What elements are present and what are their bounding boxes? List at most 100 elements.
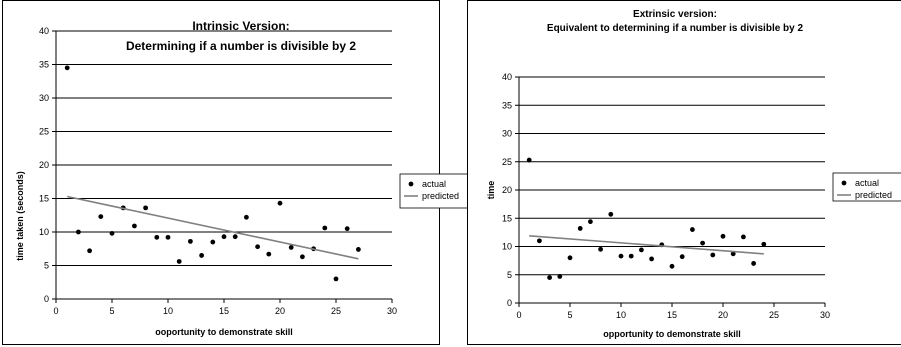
data-point	[730, 251, 736, 257]
x-tick-label: 0	[53, 306, 58, 316]
x-tick-label: 5	[567, 310, 572, 320]
data-point	[322, 225, 328, 231]
x-tick-label: 0	[516, 310, 521, 320]
legend-label: actual	[422, 179, 446, 189]
legend-point-marker	[408, 181, 414, 187]
data-point	[669, 263, 675, 269]
data-point	[199, 253, 205, 258]
legend	[399, 173, 471, 209]
data-point	[109, 230, 115, 236]
data-point	[628, 253, 634, 259]
y-axis-title: time	[486, 181, 496, 200]
x-tick-label: 15	[219, 306, 229, 316]
data-point	[639, 247, 644, 253]
data-point	[143, 205, 149, 211]
data-point	[567, 255, 573, 261]
y-tick-label: 30	[502, 129, 512, 139]
chart-title: Determining if a number is divisible by …	[126, 39, 356, 53]
data-point	[244, 214, 249, 220]
y-tick-label: 20	[39, 160, 49, 170]
data-point	[720, 233, 726, 239]
y-tick-label: 5	[507, 270, 512, 280]
y-tick-label: 0	[507, 298, 512, 308]
data-point	[557, 274, 563, 279]
y-axis-title: time taken (seconds)	[15, 171, 25, 261]
data-point	[690, 227, 695, 232]
data-point	[154, 234, 160, 240]
data-point	[700, 240, 705, 246]
data-point	[526, 157, 532, 163]
data-point	[710, 252, 716, 258]
y-tick-label: 10	[39, 227, 49, 237]
data-point	[679, 254, 685, 260]
x-tick-label: 20	[275, 306, 285, 316]
data-point	[255, 244, 260, 250]
chart-extrinsic: Extrinsic version: Equivalent to determin…	[486, 9, 901, 339]
y-tick-label: 35	[502, 100, 512, 110]
data-point	[608, 211, 614, 217]
chart-intrinsic: Intrinsic Version: Determining if a numbe…	[15, 19, 471, 337]
x-tick-label: 30	[387, 306, 397, 316]
x-tick-label: 25	[769, 310, 779, 320]
predicted-line	[67, 195, 359, 260]
y-tick-label: 0	[44, 294, 49, 304]
data-point	[132, 223, 137, 229]
y-tick-label: 40	[502, 72, 512, 82]
y-tick-label: 30	[39, 93, 49, 103]
y-tick-label: 15	[502, 213, 512, 223]
x-tick-label: 20	[718, 310, 728, 320]
chart-panel-extrinsic: Extrinsic version: Equivalent to determin…	[467, 0, 901, 345]
x-tick-label: 10	[616, 310, 626, 320]
x-tick-label: 15	[667, 310, 677, 320]
data-point	[176, 259, 182, 264]
data-point	[356, 247, 361, 252]
y-tick-label: 25	[502, 157, 512, 167]
predicted-line	[529, 234, 764, 255]
data-point	[537, 238, 542, 244]
data-point	[64, 65, 70, 71]
chart-title: Intrinsic Version:	[192, 19, 289, 33]
y-tick-label: 10	[502, 242, 512, 252]
x-axis-title: ooportunity to demonstrate skill	[155, 327, 293, 337]
data-point	[98, 214, 104, 219]
data-point	[588, 219, 593, 225]
y-tick-label: 20	[502, 185, 512, 195]
y-tick-label: 15	[39, 194, 49, 204]
data-point	[547, 275, 552, 280]
legend-label: predicted	[422, 191, 459, 201]
x-tick-label: 30	[820, 310, 830, 320]
data-point	[210, 239, 216, 245]
data-point	[598, 246, 603, 252]
legend-point-marker	[841, 180, 847, 186]
data-point	[344, 226, 350, 232]
data-point	[266, 251, 272, 257]
y-tick-label: 5	[44, 261, 49, 271]
y-tick-label: 35	[39, 60, 49, 70]
data-point	[165, 234, 171, 240]
y-tick-label: 40	[39, 26, 49, 36]
x-tick-label: 5	[109, 306, 114, 316]
data-point	[333, 276, 339, 282]
data-point	[300, 254, 305, 260]
data-point	[221, 234, 227, 240]
data-point	[232, 234, 238, 240]
data-point	[741, 234, 746, 240]
data-point	[649, 256, 654, 262]
data-point	[277, 200, 283, 206]
x-axis-title: opportunity to demonstrate skill	[603, 329, 741, 339]
x-tick-label: 10	[163, 306, 173, 316]
data-point	[288, 245, 294, 250]
y-tick-label: 25	[39, 127, 49, 137]
data-point	[188, 238, 193, 244]
data-point	[618, 253, 624, 259]
data-point	[761, 241, 767, 247]
data-point	[751, 261, 756, 266]
data-point	[577, 226, 583, 231]
x-tick-label: 25	[331, 306, 341, 316]
legend-label: predicted	[855, 190, 892, 200]
legend-label: actual	[855, 178, 879, 188]
data-point	[87, 248, 92, 254]
chart-panel-intrinsic: Intrinsic Version: Determining if a numbe…	[2, 0, 471, 345]
chart-title: Equivalent to determining if a number is…	[547, 23, 804, 34]
data-point	[76, 229, 81, 235]
